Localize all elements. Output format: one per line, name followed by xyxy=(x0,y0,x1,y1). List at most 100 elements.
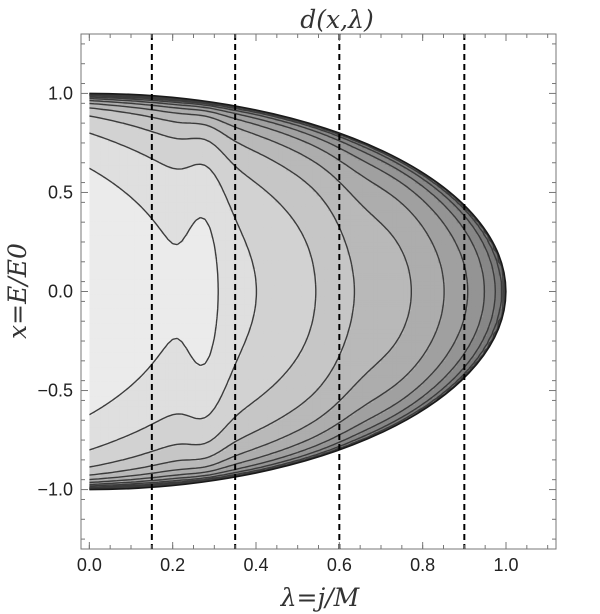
contour-cell xyxy=(123,414,128,418)
contour-cell xyxy=(112,376,117,380)
contour-cell xyxy=(127,331,132,334)
contour-cell xyxy=(96,237,102,241)
contour-cell xyxy=(108,237,113,241)
contour-cell xyxy=(96,385,102,389)
contour-cell xyxy=(108,193,113,197)
contour-cell xyxy=(96,214,102,218)
contour-cell xyxy=(104,270,109,274)
contour-cell xyxy=(93,247,98,251)
contour-cell xyxy=(108,120,113,124)
contour-cell xyxy=(100,262,106,266)
contour-cell xyxy=(123,312,128,316)
contour-cell xyxy=(127,218,132,222)
contour-cell xyxy=(96,397,102,401)
contour-cell xyxy=(100,368,106,372)
contour-cell xyxy=(127,395,132,399)
contour-cell xyxy=(127,329,132,332)
contour-cell xyxy=(131,439,136,443)
contour-cell xyxy=(108,235,113,238)
contour-cell xyxy=(127,220,132,224)
contour-cell xyxy=(127,445,132,449)
contour-cell xyxy=(127,118,132,122)
contour-cell xyxy=(112,253,117,257)
contour-cell xyxy=(96,226,102,230)
contour-cell xyxy=(131,320,136,324)
contour-cell xyxy=(131,235,136,238)
contour-cell xyxy=(108,445,113,449)
contour-cell xyxy=(104,326,109,330)
contour-cell xyxy=(93,381,98,384)
contour-cell xyxy=(93,295,98,299)
contour-cell xyxy=(112,351,117,355)
contour-cell xyxy=(104,399,109,403)
contour-cell xyxy=(119,372,125,376)
contour-cell xyxy=(131,402,136,405)
contour-cell xyxy=(108,168,113,172)
contour-cell xyxy=(104,370,109,374)
contour-cell xyxy=(108,293,113,297)
contour-cell xyxy=(119,364,125,368)
contour-cell xyxy=(93,166,98,170)
contour-cell xyxy=(93,454,98,457)
contour-cell xyxy=(115,385,121,389)
contour-cell xyxy=(115,404,121,407)
contour-cell xyxy=(89,278,94,282)
contour-cell xyxy=(119,333,125,336)
contour-cell xyxy=(108,281,113,284)
contour-cell xyxy=(112,406,117,409)
contour-cell xyxy=(104,258,109,261)
contour-cell xyxy=(119,231,125,234)
contour-cell xyxy=(96,318,102,322)
contour-cell xyxy=(96,395,102,399)
contour-cell xyxy=(131,358,136,362)
contour-cell xyxy=(96,379,102,382)
contour-cell xyxy=(89,289,94,293)
contour-cell xyxy=(115,197,121,201)
contour-cell xyxy=(104,287,109,291)
contour-cell xyxy=(100,322,106,326)
contour-cell xyxy=(93,326,98,330)
contour-cell xyxy=(112,354,117,357)
contour-cell xyxy=(123,256,128,259)
contour-cell xyxy=(112,418,117,422)
contour-cell xyxy=(89,195,94,199)
contour-cell xyxy=(127,281,132,284)
contour-cell xyxy=(96,256,102,259)
contour-cell xyxy=(119,318,125,322)
contour-cell xyxy=(123,416,128,420)
contour-cell xyxy=(108,424,113,428)
contour-cell xyxy=(115,335,121,339)
contour-cell xyxy=(89,116,94,120)
contour-cell xyxy=(127,126,132,130)
contour-cell xyxy=(119,183,125,186)
contour-cell xyxy=(100,354,106,357)
contour-cell xyxy=(100,289,106,293)
contour-cell xyxy=(89,183,94,186)
contour-cell xyxy=(115,416,121,420)
contour-cell xyxy=(115,439,121,443)
contour-cell xyxy=(96,418,102,422)
contour-cell xyxy=(93,449,98,453)
contour-cell xyxy=(123,241,128,245)
contour-cell xyxy=(93,404,98,407)
contour-cell xyxy=(115,126,121,130)
contour-cell xyxy=(104,149,109,153)
contour-cell xyxy=(104,312,109,316)
contour-cell xyxy=(131,297,136,301)
contour-cell xyxy=(89,324,94,328)
contour-cell xyxy=(93,270,98,274)
contour-cell xyxy=(119,153,125,157)
contour-cell xyxy=(127,337,132,341)
contour-cell xyxy=(119,141,125,145)
contour-cell xyxy=(131,464,136,468)
contour-cell xyxy=(104,274,109,278)
contour-cell xyxy=(115,268,121,272)
contour-cell xyxy=(127,454,132,457)
contour-cell xyxy=(89,404,94,407)
contour-cell xyxy=(115,399,121,403)
contour-cell xyxy=(89,462,94,466)
contour-cell xyxy=(127,208,132,211)
contour-cell xyxy=(89,406,94,409)
contour-cell xyxy=(123,253,128,257)
contour-cell xyxy=(115,431,121,434)
